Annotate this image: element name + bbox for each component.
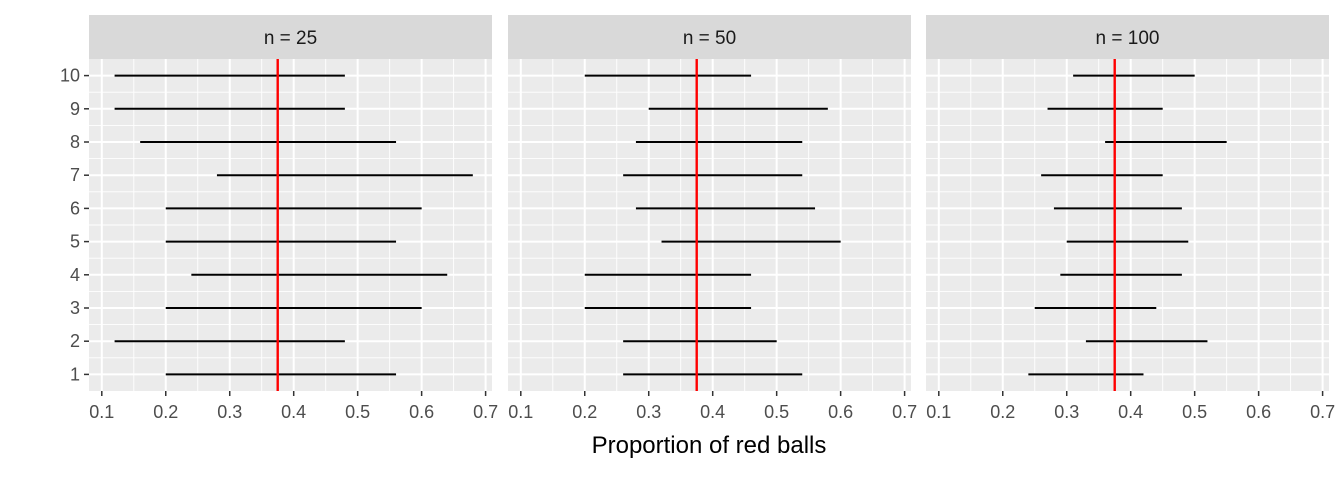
x-tick-label: 0.2 <box>990 402 1015 422</box>
x-tick-label: 0.1 <box>508 402 533 422</box>
y-tick-label: 7 <box>70 165 80 185</box>
x-tick-label: 0.6 <box>409 402 434 422</box>
panel-strip-label: n = 100 <box>1096 28 1160 49</box>
x-tick-label: 0.4 <box>700 402 725 422</box>
x-tick-label: 0.7 <box>473 402 498 422</box>
x-tick-label: 0.2 <box>572 402 597 422</box>
y-tick-label: 5 <box>70 232 80 252</box>
chart-panels: n = 25 0.1 0.2 0.3 0.4 0.5 0.6 0.7 n = 50 0.1 0.2 0… <box>89 15 1335 422</box>
x-tick-label: 0.5 <box>764 402 789 422</box>
y-tick-label: 3 <box>70 298 80 318</box>
y-axis: 1 2 3 4 5 6 7 8 9 10 <box>60 66 89 384</box>
panel-strip <box>89 15 492 59</box>
x-tick-label: 0.6 <box>1246 402 1271 422</box>
panel-strip-label: n = 50 <box>683 28 736 49</box>
x-tick-label: 0.3 <box>1054 402 1079 422</box>
x-tick-label: 0.1 <box>89 402 114 422</box>
x-tick-label: 0.3 <box>217 402 242 422</box>
panel-strip-label: n = 25 <box>264 28 317 49</box>
x-tick-label: 0.7 <box>1310 402 1335 422</box>
x-tick-label: 0.5 <box>345 402 370 422</box>
panel-strip <box>508 15 911 59</box>
x-axis-title: Proportion of red balls <box>592 432 827 459</box>
panel-3: n = 100 0.1 0.2 0.3 0.4 0.5 0.6 0.7 <box>926 15 1335 422</box>
y-tick-label: 10 <box>60 66 80 86</box>
y-tick-label: 1 <box>70 364 80 384</box>
y-tick-label: 2 <box>70 331 80 351</box>
panel-2: n = 50 0.1 0.2 0.3 0.4 0.5 0.6 0.7 <box>508 15 917 422</box>
panel-strip <box>926 15 1329 59</box>
x-tick-label: 0.2 <box>153 402 178 422</box>
x-tick-label: 0.3 <box>636 402 661 422</box>
x-tick-label: 0.4 <box>1118 402 1143 422</box>
y-tick-label: 8 <box>70 132 80 152</box>
y-tick-label: 9 <box>70 99 80 119</box>
x-tick-label: 0.4 <box>281 402 306 422</box>
y-tick-label: 6 <box>70 198 80 218</box>
panel-1: n = 25 0.1 0.2 0.3 0.4 0.5 0.6 0.7 <box>89 15 498 422</box>
x-tick-label: 0.5 <box>1182 402 1207 422</box>
x-tick-label: 0.6 <box>828 402 853 422</box>
y-tick-label: 4 <box>70 265 80 285</box>
x-tick-label: 0.1 <box>926 402 951 422</box>
x-tick-label: 0.7 <box>892 402 917 422</box>
